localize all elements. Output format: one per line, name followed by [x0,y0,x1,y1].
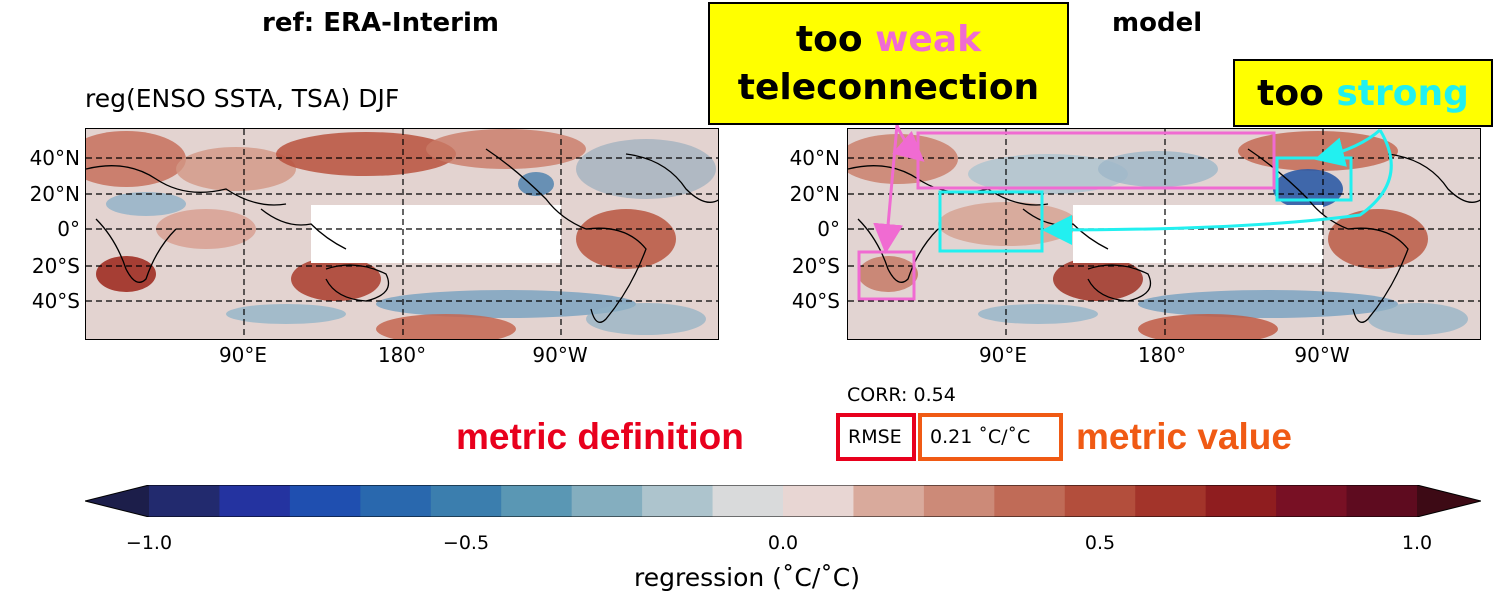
left-lon-label: 90°W [532,343,588,367]
weak-word: weak [875,19,982,60]
strong-word: strong [1336,73,1469,114]
left-lat-label: 40°N [29,146,80,170]
right-lat-label: 0° [817,217,840,241]
right-lon-label: 180° [1137,343,1187,367]
metric-definition-box: RMSE [836,413,916,461]
colorbar-extend-max [1417,485,1481,517]
weak-callout-line2: teleconnection [737,67,1040,108]
weak-arrow-north [892,124,925,162]
colorbar-tick-label: −0.5 [442,532,490,554]
right-lat-label: 40°N [789,146,840,170]
weak-region-box-africa [857,250,916,301]
colorbar-segment [642,485,714,517]
right-lat-label: 40°S [791,289,840,313]
right-lon-label: 90°E [978,343,1028,367]
strong-arrow-america [1314,128,1382,167]
strong-region-box-america [1275,156,1353,202]
colorbar-segment [1064,485,1136,517]
colorbar-segment [783,485,854,517]
colorbar-segment [994,485,1066,517]
left-panel-title: ref: ERA-Interim [262,8,499,38]
colorbar-segment [360,485,432,517]
strong-callout-prefix: too [1257,73,1337,114]
weak-callout-line1: too weak [710,16,1067,64]
colorbar-segment [501,485,573,517]
colorbar-tick-label: −1.0 [125,532,173,554]
colorbar-tick-label: 0.5 [1084,532,1116,554]
weak-region-box-north [916,131,1276,190]
colorbar-extend-min [85,485,149,517]
left-lat-label: 20°N [29,182,80,206]
left-lon-label: 180° [377,343,427,367]
colorbar-segment [571,485,643,517]
metric-value-box: 0.21 ˚C/˚C [918,413,1063,461]
left-lat-label: 40°S [31,289,80,313]
left-lon-label: 90°E [218,343,268,367]
colorbar-segment [430,485,502,517]
right-lat-label: 20°S [791,254,840,278]
colorbar-segment [289,485,361,517]
colorbar-segment [923,485,995,517]
colorbar-tick-label: 0.0 [767,532,799,554]
colorbar-segment [1276,485,1348,517]
right-map [847,128,1481,340]
weak-callout-prefix: too [795,19,876,60]
right-panel-title: model [1112,8,1203,38]
right-lon-label: 90°W [1294,343,1350,367]
left-lat-label: 20°S [31,254,80,278]
colorbar-tick-label: 1.0 [1401,532,1433,554]
strong-region-box-indian [938,190,1044,253]
colorbar-segment [149,485,220,517]
plot-subtitle: reg(ENSO SSTA, TSA) DJF [85,84,400,113]
corr-value: CORR: 0.54 [847,384,956,406]
left-lat-label: 0° [57,217,80,241]
weak-teleconnection-callout: too weak teleconnection [708,2,1069,125]
colorbar [85,485,1481,517]
colorbar-segment [219,485,291,517]
colorbar-segment [1135,485,1207,517]
colorbar-segment [712,485,784,517]
strong-callout: too strong [1233,59,1493,127]
colorbar-segment [1346,485,1418,517]
metric-value-label: metric value [1076,416,1292,457]
weak-arrow-africa [873,124,904,254]
colorbar-label: regression (˚C/˚C) [634,563,861,592]
right-lat-label: 20°N [789,182,840,206]
left-map [85,128,719,340]
strong-arrow-indian [1042,129,1393,245]
colorbar-segment [1205,485,1277,517]
metric-definition-label: metric definition [456,416,744,457]
colorbar-segment [853,485,925,517]
